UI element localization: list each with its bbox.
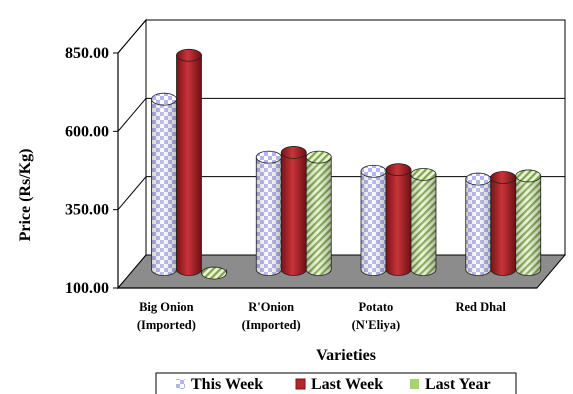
bar-top: [465, 172, 492, 186]
category-label: (Imported): [137, 318, 196, 332]
y-tick-label: 350.00: [65, 202, 109, 219]
category-label: Red Dhal: [455, 300, 506, 314]
bar: [515, 169, 542, 276]
category-label: (N'Eliya): [352, 318, 401, 332]
bar-body: [490, 177, 517, 276]
legend-label: This Week: [191, 376, 263, 393]
bar: [490, 171, 517, 276]
bar-body: [176, 54, 202, 276]
gridline-side: [117, 19, 147, 54]
bar-top: [176, 48, 202, 62]
bar: [385, 163, 412, 276]
side-wall: [117, 18, 147, 290]
bar-top: [255, 150, 282, 164]
bars: [151, 48, 542, 280]
bar-shade: [465, 179, 491, 276]
category-label: Potato: [359, 300, 394, 314]
bar: [305, 150, 332, 276]
y-axis-ticks: 100.00 350.00 600.00 850.00: [65, 45, 537, 297]
bar: [465, 172, 492, 276]
gridlines: [117, 19, 565, 210]
bar-shade: [306, 157, 332, 276]
y-tick-label: 850.00: [65, 45, 109, 62]
category-label: Big Onion: [139, 300, 194, 314]
bar: [410, 167, 437, 276]
legend-box: [155, 372, 517, 394]
bar: [151, 92, 177, 276]
bar: [176, 48, 202, 276]
gridline-side: [117, 176, 147, 210]
x-axis-title: Varieties: [316, 347, 376, 364]
legend-label: Last Week: [311, 376, 383, 393]
category-label: R'Onion: [248, 300, 294, 314]
bar-shade: [515, 175, 541, 276]
bar-shade: [256, 157, 282, 276]
plot-walls: [116, 18, 567, 290]
bar-top: [385, 163, 412, 177]
legend-label: Last Year: [425, 376, 491, 393]
bar: [201, 266, 227, 280]
bar: [280, 146, 307, 276]
bar-shade: [361, 171, 386, 276]
legend-swatch: [176, 379, 185, 389]
y-axis-title: Price (Rs/Kg): [17, 149, 34, 242]
gridline-side: [117, 98, 147, 132]
bar-top: [360, 164, 387, 178]
bar: [255, 150, 282, 276]
bar-top: [280, 146, 307, 159]
bar-shade: [151, 99, 177, 276]
bar-body: [385, 169, 412, 276]
bar-top: [201, 266, 227, 280]
bar-top: [515, 169, 542, 183]
bar-body: [280, 152, 307, 276]
bar-top: [151, 92, 177, 106]
x-axis-categories: Big Onion (Imported) R'Onion (Imported) Pota…: [137, 300, 506, 332]
legend-swatch: [295, 378, 306, 390]
bar-top: [305, 150, 332, 164]
legend-swatch: [410, 379, 419, 389]
category-label: (Imported): [242, 318, 301, 332]
y-tick-label: 600.00: [65, 123, 109, 140]
bar-top: [410, 167, 437, 181]
bar: [360, 164, 387, 276]
y-tick-label: 100.00: [65, 280, 109, 297]
bar-shade: [411, 174, 436, 276]
legend: This Week Last Week Last Year: [155, 372, 517, 394]
bar-top: [490, 171, 517, 184]
